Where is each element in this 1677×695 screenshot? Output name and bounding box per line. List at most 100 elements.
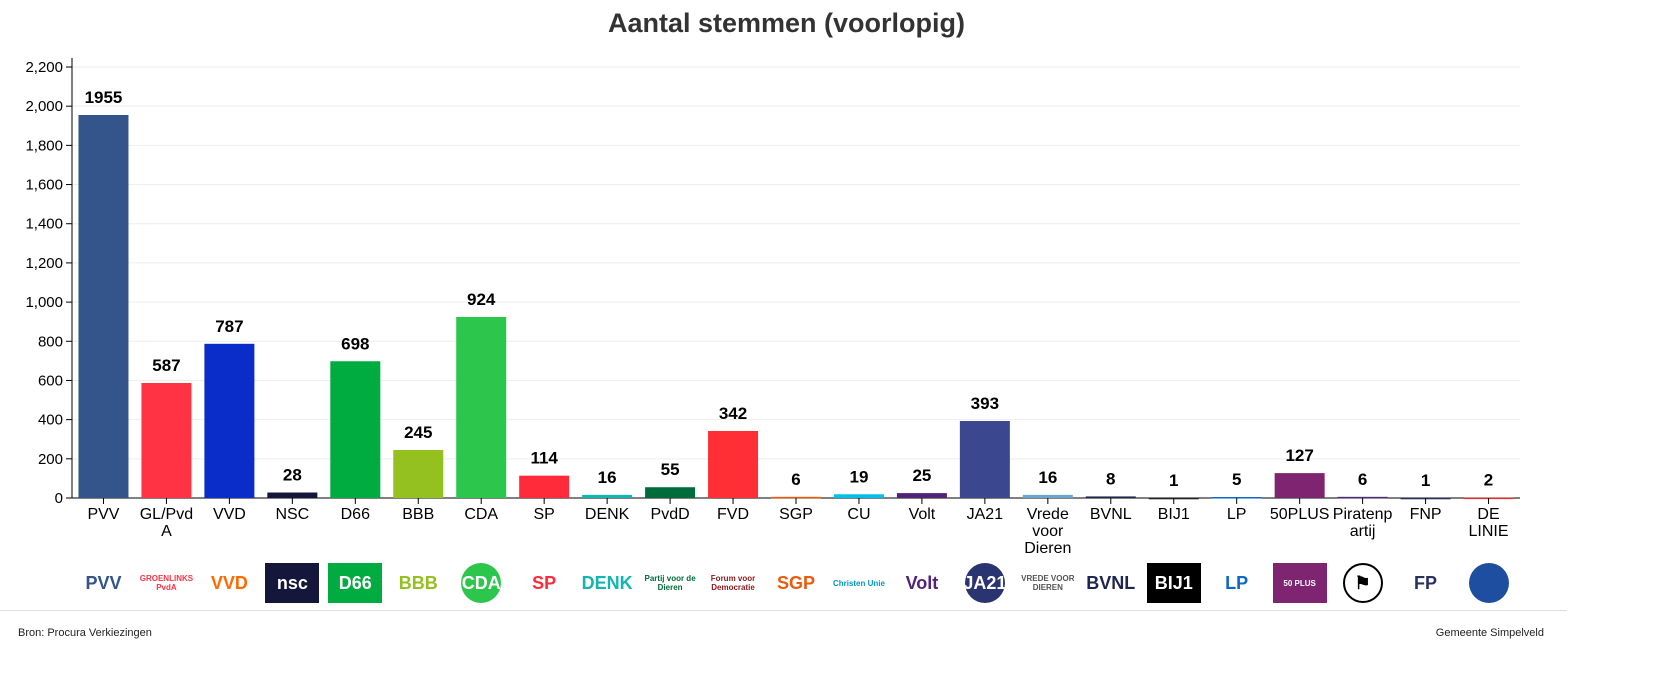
data-label: 245 — [404, 423, 432, 442]
data-label: 5 — [1232, 470, 1241, 489]
bar-bvnl — [1085, 496, 1136, 498]
x-tick-label: GL/PvdA — [139, 506, 194, 540]
y-tick-label: 400 — [38, 412, 63, 429]
data-label: 114 — [530, 449, 558, 468]
data-label: 16 — [598, 468, 617, 487]
party-logo-icon: BBB — [391, 563, 446, 603]
data-label: 698 — [341, 334, 369, 353]
data-label: 342 — [719, 404, 747, 423]
y-tick-label: 200 — [38, 451, 63, 468]
x-tick-label: FNP — [1409, 506, 1442, 523]
x-tick-label: JA21 — [966, 506, 1004, 523]
party-logo-icon: Forum voor Democratie — [706, 563, 761, 603]
x-tick-label: FVD — [717, 506, 750, 523]
data-label: 2 — [1484, 471, 1493, 490]
party-logo-icon: VREDE VOOR DIEREN — [1020, 563, 1075, 603]
municipality-label: Gemeente Simpelveld — [1435, 627, 1544, 639]
data-label: 1955 — [85, 88, 123, 107]
bar-pvv — [78, 114, 129, 498]
footer-divider — [0, 610, 1567, 611]
party-logo-icon: VVD — [202, 563, 257, 603]
data-label: 127 — [1285, 446, 1313, 465]
bar-cu — [833, 494, 884, 498]
bar-fvd — [708, 430, 759, 498]
data-label: 8 — [1106, 469, 1115, 488]
x-tick-label: BIJ1 — [1157, 506, 1190, 523]
x-tick-label: DE LINIE — [1468, 506, 1509, 540]
party-logo-icon: D66 — [328, 563, 383, 603]
y-tick-label: 1,200 — [25, 255, 63, 272]
bar-d66 — [330, 361, 381, 498]
data-label: 1 — [1169, 471, 1178, 490]
party-logo-icon: Christen Unie — [831, 563, 886, 603]
x-tick-label: Vrede voor Dieren — [1024, 506, 1072, 557]
bar-denk — [582, 494, 633, 498]
bar-sp — [519, 475, 570, 498]
data-label: 55 — [661, 460, 680, 479]
data-label: 787 — [215, 317, 243, 336]
data-label: 924 — [467, 290, 496, 309]
party-logo-icon: CDA — [461, 563, 502, 603]
y-tick-label: 1,000 — [25, 294, 63, 311]
y-tick-label: 2,200 — [25, 59, 63, 76]
party-logo-icon: PVV — [76, 563, 131, 603]
data-label: 6 — [791, 470, 800, 489]
party-logo-icon: ⚑ — [1342, 563, 1383, 603]
x-tick-label: PvdD — [650, 506, 690, 523]
bar-vvd — [204, 343, 255, 498]
bar-pvdd — [645, 487, 696, 498]
x-tick-label: PVV — [87, 506, 120, 523]
y-tick-label: 800 — [38, 333, 63, 350]
data-label: 587 — [152, 356, 180, 375]
bar-50plus — [1274, 473, 1325, 498]
x-tick-label: 50PLUS — [1269, 506, 1330, 523]
data-label: 16 — [1038, 468, 1057, 487]
x-tick-label: VVD — [212, 506, 246, 523]
y-tick-label: 1,400 — [25, 216, 63, 233]
party-logo-icon: DENK — [580, 563, 635, 603]
x-tick-label: CDA — [464, 506, 499, 523]
chart-title: Aantal stemmen (voorlopig) — [607, 8, 966, 38]
source-label: Bron: Procura Verkiezingen — [18, 627, 152, 639]
party-logo-icon: GROENLINKS PvdA — [139, 563, 194, 603]
party-logo-icon: BVNL — [1083, 563, 1138, 603]
bar-nsc — [267, 492, 318, 498]
data-label: 6 — [1358, 470, 1367, 489]
bar-cda — [456, 316, 507, 498]
y-tick-label: 2,000 — [25, 98, 63, 115]
x-tick-label: BBB — [402, 506, 435, 523]
bar-ja21 — [959, 421, 1010, 498]
bar-vrede-voor-dieren — [1022, 494, 1073, 498]
y-tick-label: 1,600 — [25, 177, 63, 194]
bar-piratenpartij — [1337, 496, 1388, 499]
x-tick-label: SGP — [779, 506, 813, 523]
y-tick-label: 1,800 — [25, 137, 63, 154]
data-label: 28 — [283, 466, 302, 485]
x-tick-label: LP — [1226, 506, 1247, 523]
x-tick-label: DENK — [584, 506, 630, 523]
party-logo-icon: SGP — [769, 563, 823, 603]
party-logo-icon: 50 PLUS — [1272, 563, 1327, 603]
bar-volt — [896, 493, 947, 498]
bar-sgp — [771, 496, 821, 499]
party-logo-icon: BIJ1 — [1146, 563, 1201, 603]
party-logo-icon: nsc — [265, 563, 320, 603]
party-logo-icon: FP — [1398, 563, 1453, 603]
data-label: 19 — [849, 467, 868, 486]
party-logo-icon: Volt — [894, 563, 949, 603]
y-tick-label: 600 — [38, 372, 63, 389]
x-tick-label: SP — [533, 506, 555, 523]
bar-lp — [1211, 497, 1262, 499]
party-logo-icon: LP — [1209, 563, 1264, 603]
bar-gl-pvda — [141, 383, 192, 498]
x-tick-label: NSC — [275, 506, 310, 523]
data-label: 393 — [971, 394, 999, 413]
data-label: 1 — [1421, 471, 1430, 490]
party-logo-icon — [1468, 563, 1509, 603]
party-logo-icon: SP — [517, 563, 572, 603]
x-tick-label: Piratenpartij — [1332, 506, 1393, 540]
bar-chart: 0 200 400 600 800 1,000 1,200 1,400 1,600 1,800 2,… — [25, 58, 1520, 507]
x-tick-label: BVNL — [1089, 506, 1132, 523]
x-tick-label: Volt — [908, 506, 936, 523]
party-logo-icon: JA21 — [964, 563, 1005, 603]
